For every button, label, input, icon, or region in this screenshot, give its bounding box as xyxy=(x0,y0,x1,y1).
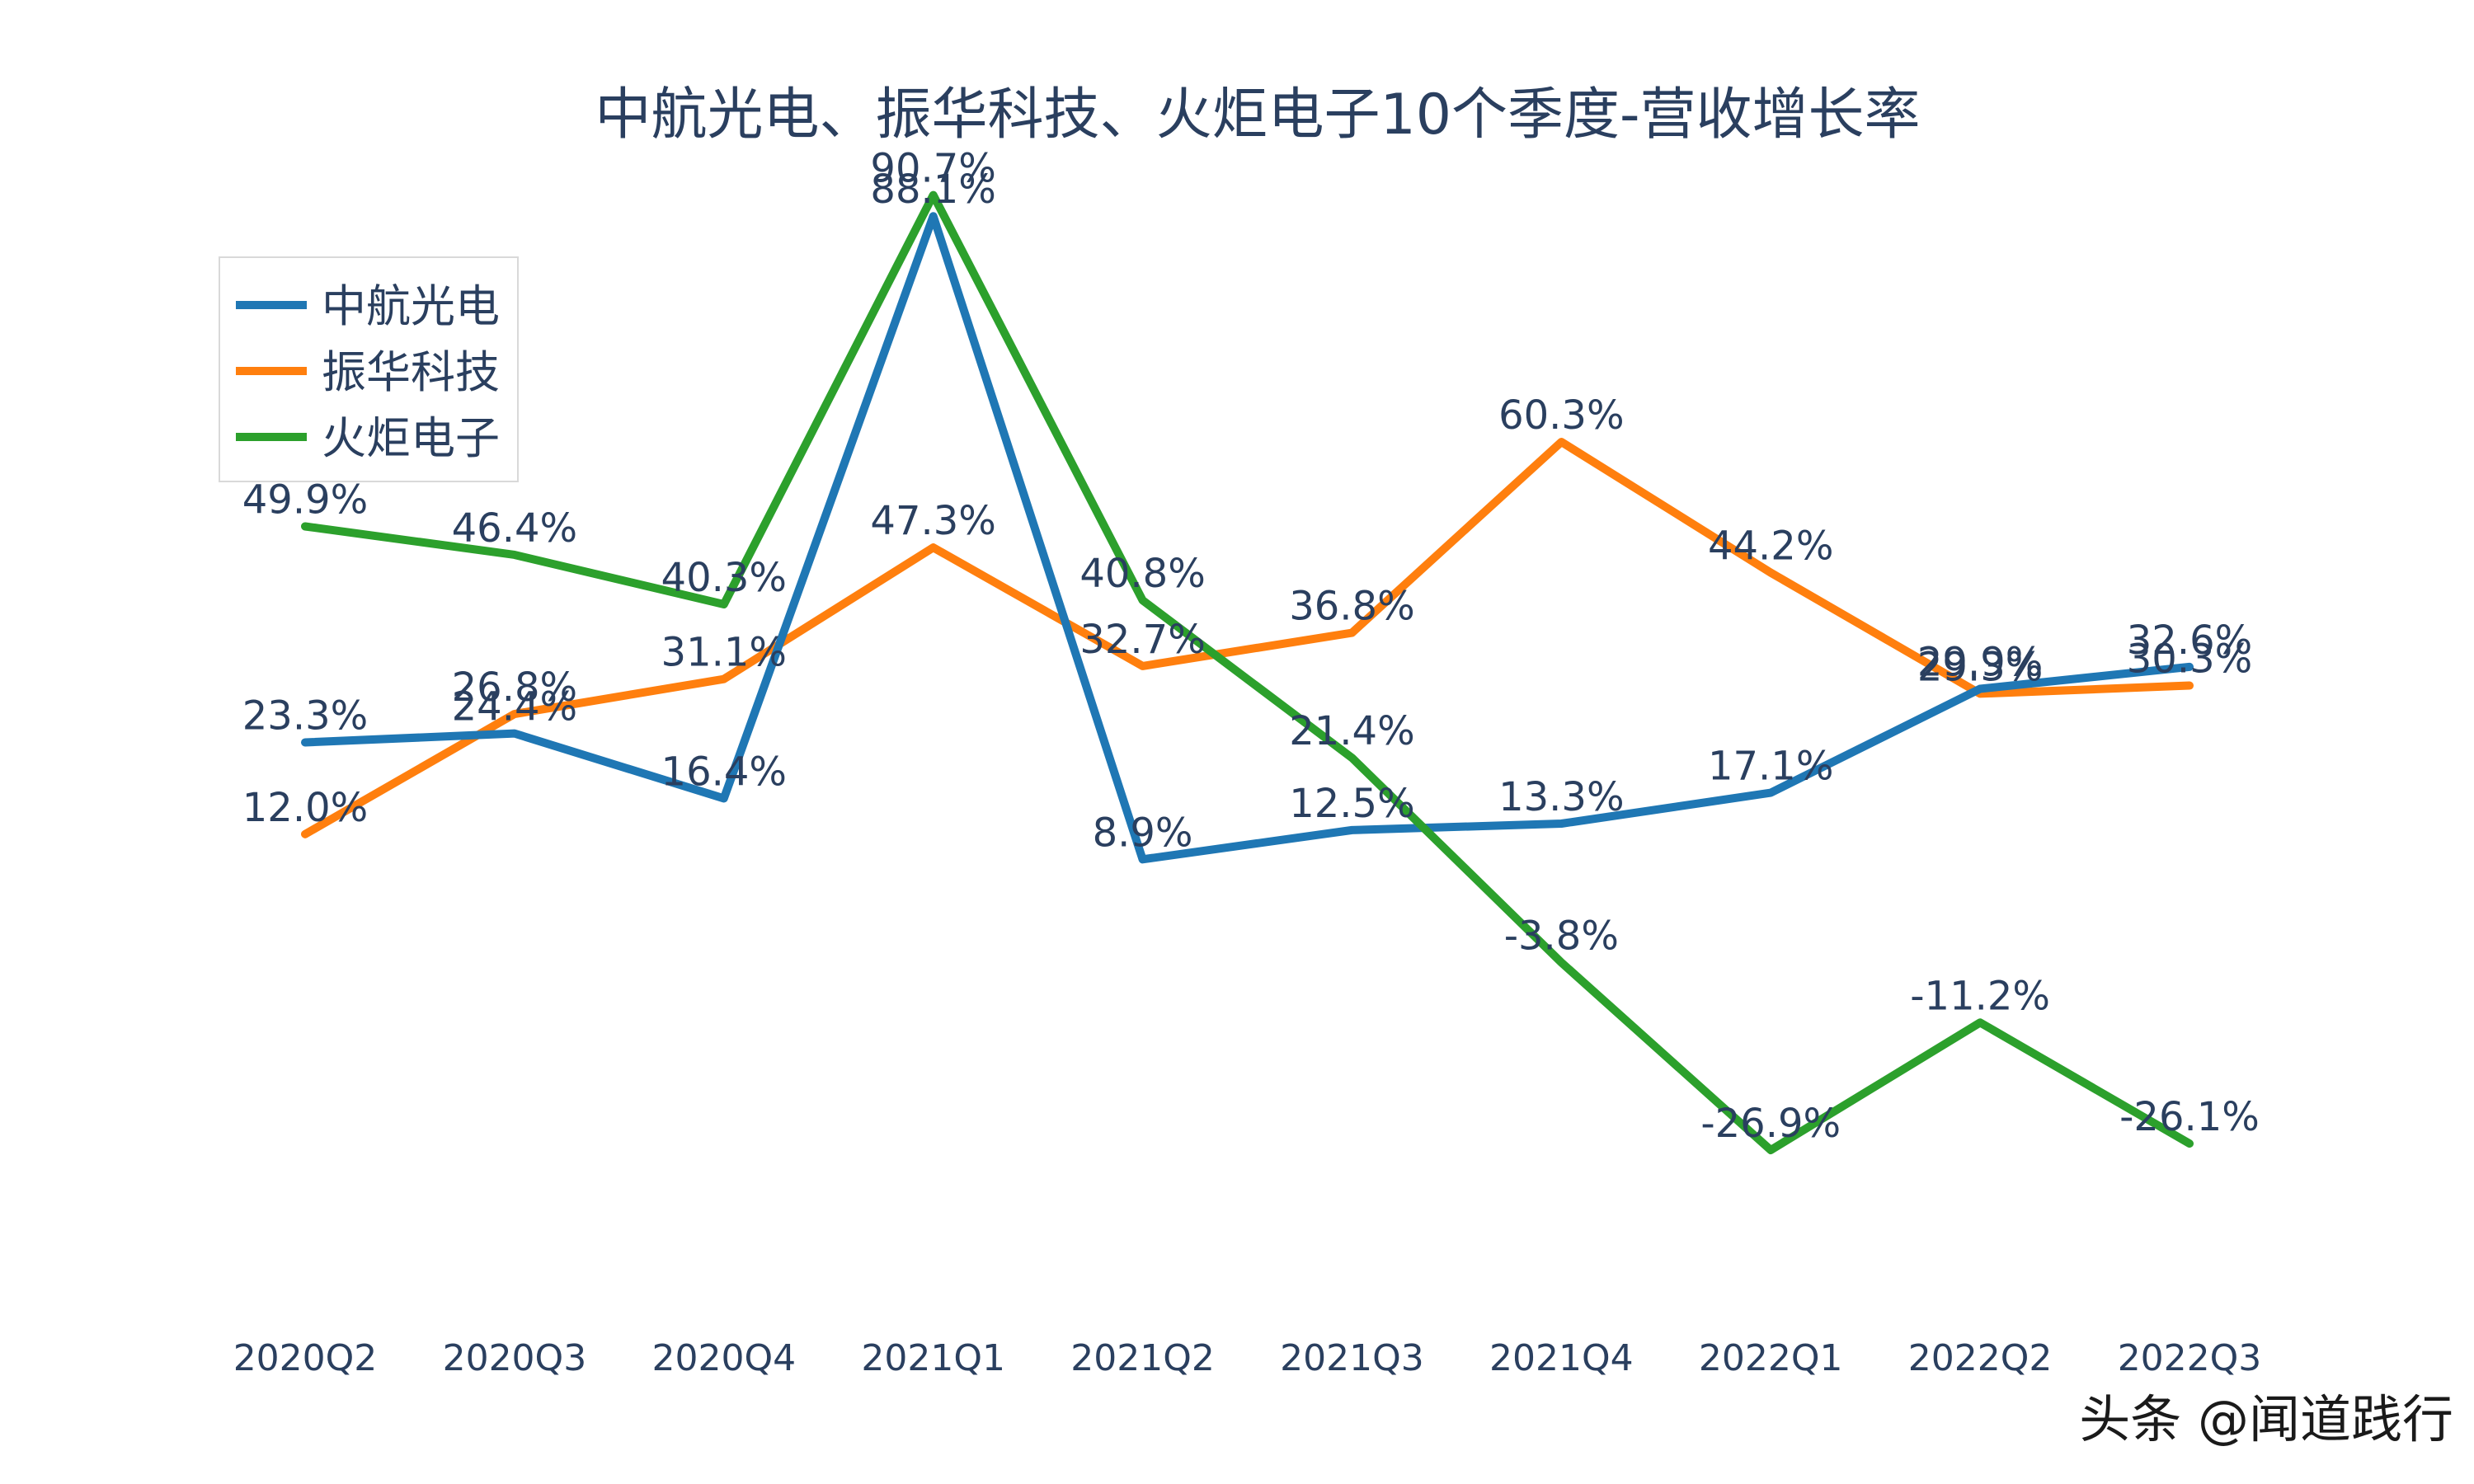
data-label: 30.3% xyxy=(2127,636,2252,683)
data-label: -11.2% xyxy=(1910,973,2050,1019)
x-tick-label: 2021Q4 xyxy=(1489,1337,1634,1379)
data-label: -26.9% xyxy=(1700,1101,1841,1147)
x-tick-label: 2021Q1 xyxy=(861,1337,1005,1379)
data-label: 29.3% xyxy=(1917,644,2043,690)
data-label: -3.8% xyxy=(1504,913,1619,959)
data-label: 29.9% xyxy=(1917,639,2043,685)
data-label: 40.3% xyxy=(661,555,787,601)
data-label: 16.4% xyxy=(661,749,787,795)
x-tick-label: 2021Q3 xyxy=(1280,1337,1424,1379)
data-label: 32.6% xyxy=(2127,618,2252,664)
x-axis-tick-labels: 2020Q2 2020Q3 2020Q4 2021Q1 2021Q2 2021Q3 2021… xyxy=(233,1337,2262,1379)
data-label: 12.0% xyxy=(242,785,368,831)
watermark: 头条 @闻道践行 xyxy=(2079,1389,2453,1449)
chart-title: 中航光电、振华科技、火炬电子10个季度-营收增长率 xyxy=(595,82,1920,148)
legend-label-0[interactable]: 中航光电 xyxy=(322,280,500,332)
data-label: 60.3% xyxy=(1498,392,1624,439)
data-label: 26.8% xyxy=(452,665,577,711)
data-label: 23.3% xyxy=(242,693,368,739)
series-line-2[interactable] xyxy=(301,190,2194,1154)
legend: 中航光电 振华科技 火炬电子 xyxy=(219,256,519,482)
x-tick-label: 2022Q3 xyxy=(2118,1337,2262,1379)
x-tick-label: 2020Q2 xyxy=(233,1337,378,1379)
x-tick-label: 2022Q1 xyxy=(1699,1337,1843,1379)
data-label: 12.5% xyxy=(1289,781,1414,827)
x-tick-label: 2020Q4 xyxy=(651,1337,796,1379)
data-label: 31.1% xyxy=(661,630,787,676)
data-label: 24.4% xyxy=(452,684,577,730)
legend-label-2[interactable]: 火炬电子 xyxy=(322,412,500,464)
x-tick-label: 2021Q2 xyxy=(1070,1337,1215,1379)
data-label: 44.2% xyxy=(1708,524,1833,570)
legend-label-1[interactable]: 振华科技 xyxy=(322,346,500,398)
data-label: 40.8% xyxy=(1079,551,1205,597)
series-line-1[interactable] xyxy=(301,438,2194,838)
data-label: 32.7% xyxy=(1079,617,1205,663)
series-lines xyxy=(301,190,2194,1154)
data-label: 36.8% xyxy=(1289,584,1414,630)
series-line-0[interactable] xyxy=(301,212,2194,864)
data-label: 17.1% xyxy=(1708,744,1833,790)
x-tick-label: 2020Q3 xyxy=(443,1337,587,1379)
data-label: 13.3% xyxy=(1498,774,1624,820)
data-labels: 23.3% 24.4% 16.4% 88.1% 8.9% 12.5% 13.3% 17.1% 2… xyxy=(242,146,2260,1147)
data-label: 46.4% xyxy=(452,505,577,552)
data-label: 90.7% xyxy=(870,146,995,192)
data-label: 21.4% xyxy=(1289,708,1414,754)
data-label: 47.3% xyxy=(870,498,995,544)
data-label: -26.1% xyxy=(2119,1094,2260,1140)
x-tick-label: 2022Q2 xyxy=(1908,1337,2053,1379)
data-label: 8.9% xyxy=(1093,810,1193,856)
data-label: 49.9% xyxy=(242,477,368,523)
data-label: 88.1% xyxy=(870,167,995,213)
